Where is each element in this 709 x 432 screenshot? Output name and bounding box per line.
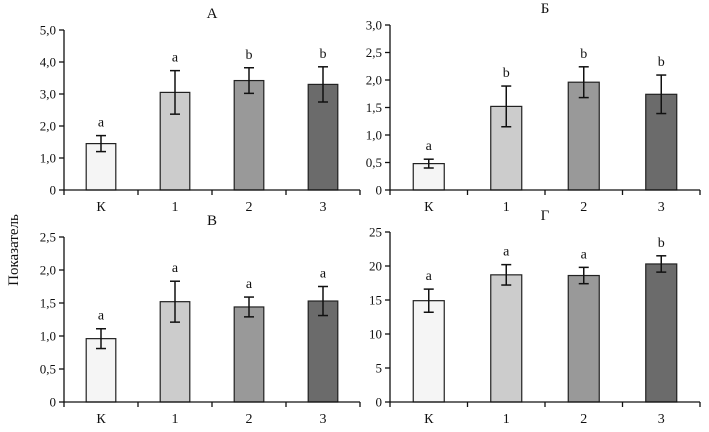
- panel-3-ytick-label-2: 1,0: [40, 329, 56, 344]
- panel-2-ytick-label-6: 3,0: [366, 18, 382, 33]
- panel-4-ytick-label-5: 25: [369, 225, 382, 240]
- panel-2-bar-3: [567, 81, 600, 191]
- panel-4-ytick-label-2: 10: [369, 327, 382, 342]
- panel-1-ytick-label-4: 4,0: [40, 55, 56, 70]
- panel-2-ytick-label-1: 0,5: [366, 155, 382, 170]
- panel-2-sig-letter-1: a: [426, 139, 433, 154]
- panel-3-bar-3: [233, 306, 265, 403]
- panel-4-ytick-label-1: 5: [376, 361, 383, 376]
- panel-4-sig-letter-1: a: [426, 269, 433, 284]
- panel-3-sig-letter-4: a: [320, 267, 327, 282]
- panel-3-sig-letter-2: a: [172, 261, 179, 276]
- panel-2-ytick-label-4: 2,0: [366, 73, 382, 88]
- panel-1-sig-letter-3: b: [246, 48, 253, 63]
- panel-4-category-label-4: 3: [658, 412, 665, 427]
- panel-1-category-label-3: 2: [246, 200, 253, 215]
- panel-4-category-label-2: 1: [503, 412, 510, 427]
- panel-3-category-label-4: 3: [320, 412, 327, 427]
- panel-4-sig-letter-4: b: [658, 236, 665, 251]
- panel-1-sig-letter-1: a: [98, 116, 105, 131]
- panel-2-sig-letter-3: b: [580, 47, 587, 62]
- panel-2-category-label-2: 1: [503, 200, 510, 215]
- panel-1-ytick-label-3: 3,0: [40, 87, 56, 102]
- panel-2-ytick-label-2: 1,0: [366, 128, 382, 143]
- panel-4-sig-letter-2: a: [503, 245, 510, 260]
- panel-3-ytick-label-0: 0: [50, 395, 57, 410]
- panel-2-ytick-label-5: 2,5: [366, 45, 382, 60]
- panel-3-ytick-label-4: 2,0: [40, 263, 56, 278]
- panel-1-category-label-1: К: [96, 200, 106, 215]
- panel-3-sig-letter-3: a: [246, 277, 253, 292]
- panel-2-sig-letter-2: b: [503, 66, 510, 81]
- panel-3-bar-4: [307, 300, 339, 403]
- panel-2-category-label-4: 3: [658, 200, 665, 215]
- panel-1-ytick-label-1: 1,0: [40, 151, 56, 166]
- panel-2-ytick-label-3: 1,5: [366, 100, 382, 115]
- panel-4-bar-3: [567, 274, 600, 403]
- panel-3-category-label-3: 2: [246, 412, 253, 427]
- panel-1-bar-3: [233, 79, 265, 191]
- panel-1-ytick-label-2: 2,0: [40, 119, 56, 134]
- panel-3-title: В: [207, 213, 217, 229]
- panel-4-category-label-1: К: [424, 412, 434, 427]
- panel-1-ytick-label-0: 0: [50, 183, 57, 198]
- panel-1-category-label-2: 1: [172, 200, 179, 215]
- panel-4-ytick-label-4: 20: [369, 259, 382, 274]
- panel-4-category-label-3: 2: [580, 412, 587, 427]
- panel-3-sig-letter-1: a: [98, 309, 105, 324]
- panel-2-category-label-1: К: [424, 200, 434, 215]
- panel-1-category-label-4: 3: [320, 200, 327, 215]
- panel-3-category-label-2: 1: [172, 412, 179, 427]
- panel-3-bar-2: [159, 301, 191, 403]
- panel-3-ytick-label-1: 0,5: [40, 362, 56, 377]
- panel-2-category-label-3: 2: [580, 200, 587, 215]
- panel-3-ytick-label-3: 1,5: [40, 296, 56, 311]
- panel-2-ytick-label-0: 0: [376, 183, 383, 198]
- panel-4-bar-2: [490, 274, 523, 403]
- panel-3-ytick-label-5: 2,5: [40, 230, 56, 245]
- panel-1-ytick-label-5: 5,0: [40, 23, 56, 38]
- panel-2-title: Б: [541, 1, 550, 17]
- panel-1-sig-letter-2: a: [172, 51, 179, 66]
- panel-1-title: А: [207, 6, 218, 22]
- panel-4-sig-letter-3: a: [581, 247, 588, 262]
- panel-4-bar-4: [645, 263, 678, 403]
- panel-4-ytick-label-3: 15: [369, 293, 382, 308]
- panel-4-title: Г: [541, 208, 550, 224]
- panel-2-sig-letter-4: b: [658, 55, 665, 70]
- panel-3-category-label-1: К: [96, 412, 106, 427]
- panel-1-sig-letter-4: b: [320, 47, 327, 62]
- y-axis-label: Показатель: [6, 214, 22, 286]
- panel-4-ytick-label-0: 0: [376, 395, 383, 410]
- panel-4-bar-1: [412, 300, 445, 403]
